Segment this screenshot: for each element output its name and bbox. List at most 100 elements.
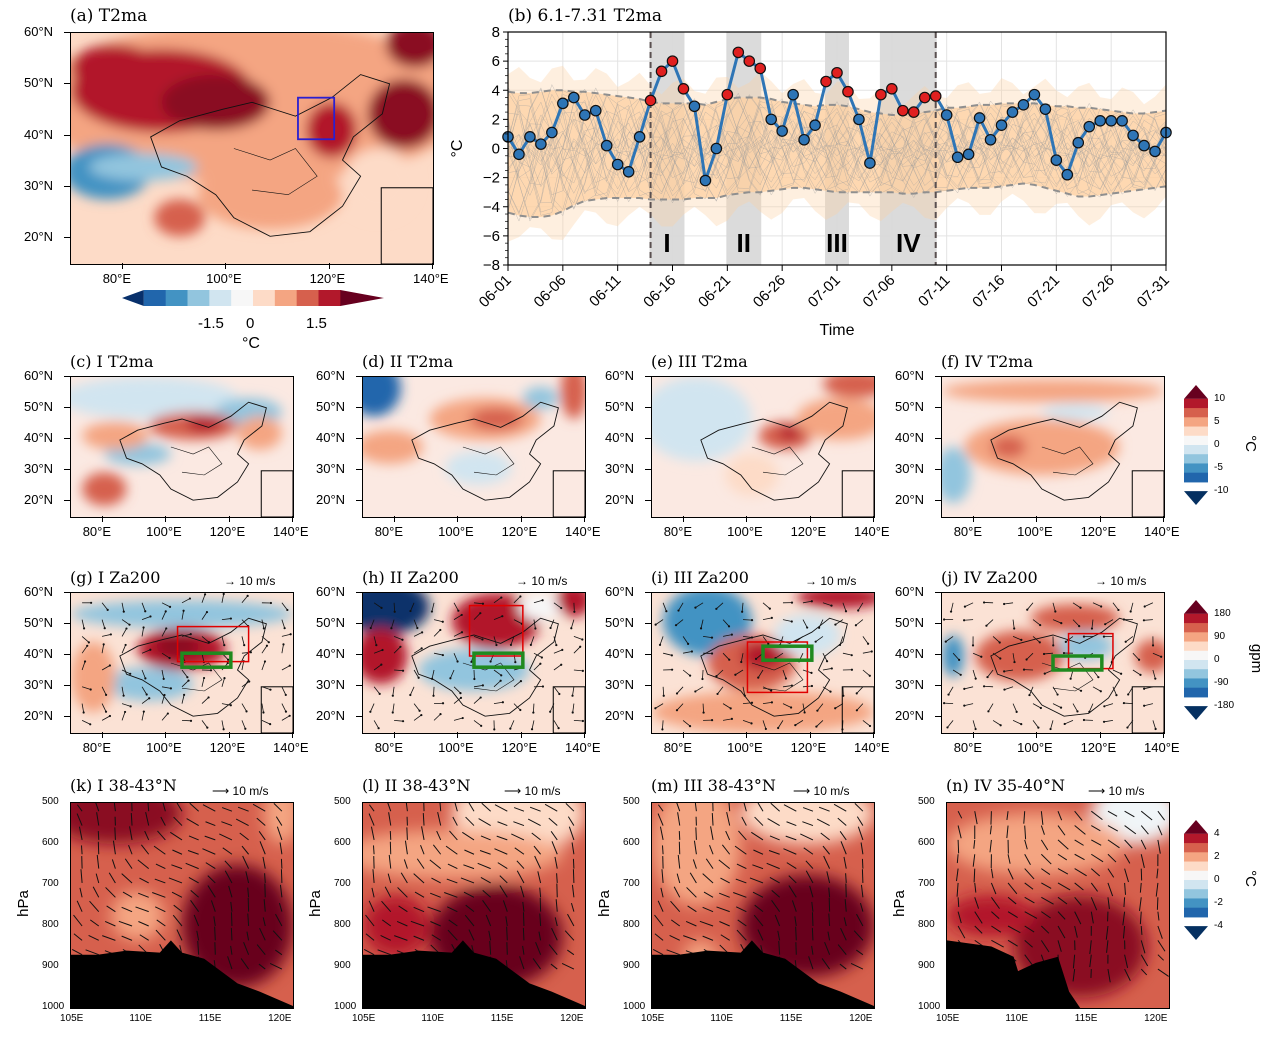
wind-arrow bbox=[779, 636, 784, 646]
wind-arrow bbox=[1024, 939, 1033, 948]
wind-arrow bbox=[1132, 669, 1141, 676]
wind-arrow bbox=[725, 830, 731, 841]
extreme-day-point bbox=[831, 66, 843, 79]
wind-arrow bbox=[1050, 720, 1054, 730]
panel-a-lat-tick: 30°N bbox=[24, 178, 54, 193]
wind-arrow bbox=[273, 803, 283, 812]
t2ma-1-lat-tickmark bbox=[356, 438, 362, 440]
wind-arrow bbox=[105, 887, 116, 898]
historical-year-line bbox=[507, 95, 1167, 213]
wind-arrow bbox=[777, 930, 781, 941]
historical-year-line bbox=[507, 92, 1167, 203]
wind-arrow bbox=[945, 636, 954, 642]
cb-a-low-extend bbox=[122, 290, 144, 306]
wind-arrow bbox=[676, 703, 684, 711]
colorbar-swatch bbox=[1184, 445, 1208, 455]
za200-2-lon-tickmark bbox=[746, 732, 748, 738]
wind-arrow bbox=[1090, 882, 1098, 892]
wind-arrow bbox=[1074, 868, 1087, 877]
cb-a-high-extend bbox=[340, 290, 384, 306]
wind-arrow bbox=[573, 646, 581, 654]
wind-arrow bbox=[406, 827, 408, 840]
wind-arrow bbox=[96, 812, 100, 826]
wind-arrow bbox=[1004, 602, 1014, 605]
colorbar-swatch bbox=[1184, 687, 1208, 698]
wind-arrow bbox=[76, 804, 83, 812]
wind-arrow bbox=[853, 930, 864, 941]
za200-2-lat-tick: 20°N bbox=[605, 708, 635, 724]
wind-arrow bbox=[692, 859, 697, 869]
t2ma-1-lat-tickmark bbox=[356, 500, 362, 502]
section-y-label: hPa bbox=[14, 889, 32, 917]
wind-arrow bbox=[161, 686, 171, 689]
wind-arrow bbox=[822, 668, 832, 671]
wind-arrow bbox=[1155, 882, 1159, 897]
wind-arrow bbox=[413, 935, 425, 941]
wind-arrow bbox=[522, 901, 525, 912]
x-tick-label: 07-11 bbox=[915, 272, 953, 310]
t2ma-2-lon-tick: 120°E bbox=[790, 524, 827, 539]
za200-0-lat-tickmark bbox=[64, 592, 70, 593]
wind-arrow bbox=[957, 810, 963, 819]
wind-arrow bbox=[657, 900, 664, 912]
wind-arrow bbox=[1026, 602, 1034, 610]
wind-arrow bbox=[1152, 720, 1156, 730]
historical-year-line bbox=[507, 90, 1167, 198]
wind-arrow bbox=[1092, 686, 1101, 692]
cb-a-swatch bbox=[143, 290, 167, 306]
wind-arrow bbox=[771, 900, 781, 912]
wind-arrow bbox=[446, 906, 458, 913]
wind-arrow bbox=[1140, 854, 1145, 868]
wind-arrow bbox=[564, 930, 575, 941]
wind-arrow bbox=[241, 619, 249, 627]
wind-arrow bbox=[1089, 940, 1092, 955]
panel-title: (c) I T2ma bbox=[70, 352, 154, 371]
wind-arrow bbox=[1091, 853, 1104, 863]
t2ma-0-lat-tick: 60°N bbox=[24, 368, 54, 383]
wind-arrow bbox=[1074, 882, 1084, 891]
wind-arrow bbox=[777, 720, 784, 729]
wind-arrow bbox=[539, 887, 542, 898]
wind-arrow bbox=[181, 694, 185, 704]
wind-arrow bbox=[676, 686, 684, 694]
wind-arrow bbox=[181, 598, 191, 604]
x-tick-label: 07-06 bbox=[860, 272, 899, 311]
wind-arrow bbox=[1090, 911, 1094, 924]
wind-arrow bbox=[1057, 940, 1062, 952]
wind-arrow bbox=[221, 821, 233, 827]
wind-arrow bbox=[972, 652, 982, 658]
wind-arrow bbox=[73, 933, 83, 941]
wind-arrow bbox=[81, 636, 90, 643]
colorbar-tick: -5 bbox=[1214, 462, 1223, 474]
wind-arrow bbox=[481, 803, 491, 812]
wind-arrow bbox=[139, 877, 149, 884]
za200-1-lat-tickmark bbox=[356, 592, 362, 593]
wind-vectors bbox=[369, 595, 584, 731]
wind-arrow bbox=[957, 911, 962, 924]
colorbar-swatch bbox=[1184, 623, 1208, 633]
t2ma-0-lat-tickmark bbox=[64, 407, 70, 409]
wind-arrow bbox=[795, 636, 804, 643]
cb-a-swatch bbox=[231, 290, 254, 306]
t2ma-3-lon-tickmark bbox=[972, 516, 974, 522]
za200-0-lon-tick: 80°E bbox=[82, 740, 112, 755]
country-boundary bbox=[411, 401, 559, 501]
wind-arrow bbox=[842, 602, 847, 612]
wind-arrow bbox=[1107, 853, 1117, 863]
panel-title: (d) II T2ma bbox=[362, 352, 454, 371]
panel-a-lat-tickmark bbox=[64, 83, 70, 85]
wind-arrow bbox=[477, 862, 491, 870]
wind-arrow bbox=[1157, 839, 1161, 854]
wind-arrow bbox=[1088, 703, 1094, 712]
wind-arrow bbox=[171, 891, 183, 898]
red-box bbox=[746, 641, 809, 694]
wind-arrow bbox=[555, 899, 558, 912]
za200-1-lat-tick: 50°N bbox=[316, 615, 346, 631]
t2ma-1-lon-tick: 80°E bbox=[374, 524, 404, 539]
za200-3-lat-tickmark bbox=[935, 716, 941, 718]
green-box bbox=[761, 644, 814, 662]
wind-arrow bbox=[439, 803, 442, 812]
wind-arrow bbox=[432, 844, 442, 855]
anomaly-patch bbox=[197, 160, 343, 230]
wind-arrow bbox=[1040, 811, 1044, 825]
